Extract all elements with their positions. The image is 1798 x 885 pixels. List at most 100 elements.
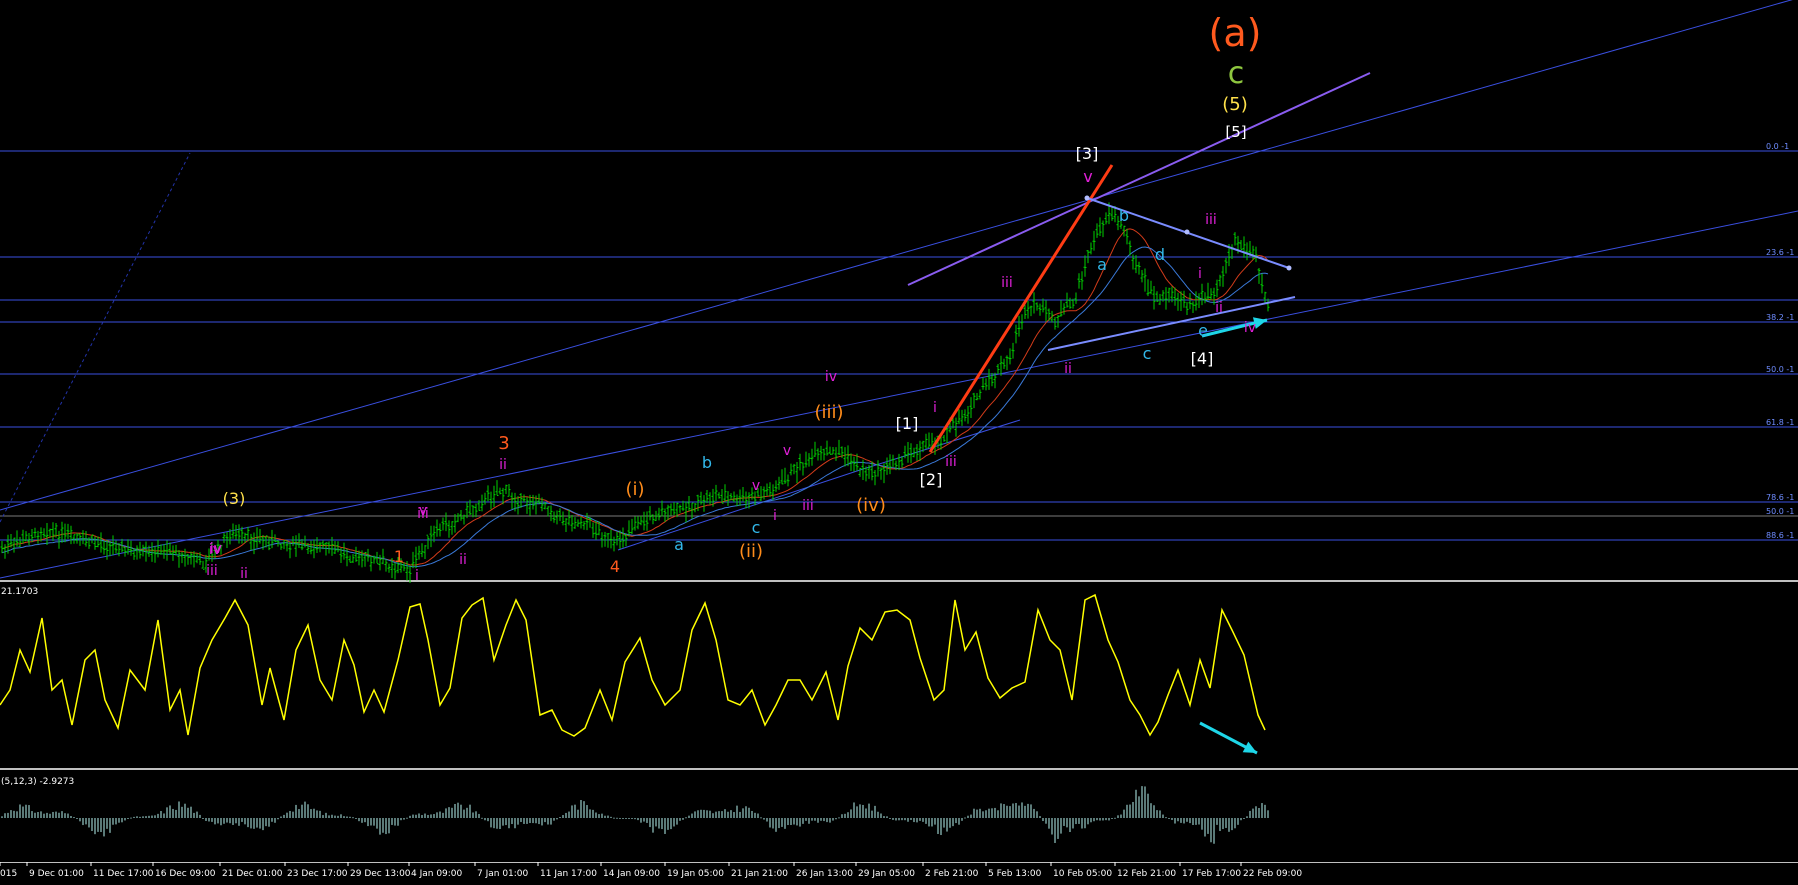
wave-label-magenta: iv (210, 541, 222, 557)
macd-bar (337, 815, 339, 818)
macd-bar (1231, 818, 1233, 831)
macd-bar (946, 818, 948, 832)
wave-label-magenta: ii (499, 457, 507, 473)
macd-bar (991, 808, 993, 818)
macd-bar (73, 817, 75, 819)
wave-label-magenta: v (752, 478, 760, 494)
macd-bar (1021, 802, 1023, 818)
macd-bar (55, 811, 57, 818)
macd-bar (283, 814, 285, 818)
macd-bar (679, 818, 681, 821)
drawings (907, 72, 1371, 755)
time-axis-label: 29 Dec 13:00 (350, 869, 411, 879)
macd-bar (46, 812, 48, 818)
macd-bar (1081, 818, 1083, 829)
macd-bar (781, 818, 783, 827)
macd-bar (412, 814, 414, 818)
wave-labels: (a)341c(5)(3)[5][3][1][2][4]viiiiiiiiiiv… (206, 11, 1261, 584)
macd-bar (748, 807, 750, 818)
macd-bar (115, 818, 117, 825)
macd-bar (703, 809, 705, 818)
macd-bar (985, 810, 987, 818)
macd-bar (709, 810, 711, 818)
macd-bar (1165, 817, 1167, 819)
macd-bar (82, 818, 84, 826)
macd-bar (370, 818, 372, 826)
wave-label-magenta: ii (240, 566, 248, 582)
macd-bar (1057, 818, 1059, 839)
time-axis-label: 7 Jan 01:00 (477, 869, 529, 879)
macd-bar (466, 807, 468, 818)
macd-bar (775, 818, 777, 832)
macd-bar (952, 818, 954, 827)
macd-bar (109, 818, 111, 833)
macd-bar (241, 818, 243, 822)
fib-level-label: 88.6 -1 (1766, 531, 1794, 540)
macd-bar (529, 818, 531, 824)
macd-bar (904, 818, 906, 821)
macd-bar (451, 807, 453, 818)
wave-label-magenta: iii (802, 498, 814, 514)
macd-bar (1138, 796, 1140, 818)
macd-bar (799, 818, 801, 827)
macd-bar (685, 817, 687, 819)
wave-label-cyan: c (1143, 344, 1152, 363)
macd-bar (973, 808, 975, 818)
wave-label-magenta: iii (1205, 212, 1217, 228)
macd-bar (346, 816, 348, 818)
macd-bar (487, 818, 489, 822)
macd-bar (280, 816, 282, 818)
macd-bar (838, 817, 840, 819)
macd-bar (886, 816, 888, 818)
macd-bar (1207, 818, 1209, 834)
macd-bar (814, 818, 816, 821)
time-axis-label: 015 (0, 869, 17, 879)
macd-bar (1159, 810, 1161, 818)
macd-bar (403, 818, 405, 820)
macd-bar (157, 813, 159, 818)
wave-label-red: 3 (498, 433, 509, 454)
macd-bar (1114, 817, 1116, 819)
wave-label-magenta: iii (417, 506, 429, 522)
macd-bar (1123, 809, 1125, 818)
macd-bar (160, 811, 162, 818)
macd-bar (1177, 818, 1179, 822)
macd-bar (199, 814, 201, 818)
macd-bar (949, 818, 951, 828)
macd-bar (316, 810, 318, 818)
panel-separator[interactable] (0, 768, 1798, 770)
macd-bar (1234, 818, 1236, 829)
macd-bar (544, 818, 546, 823)
macd-bar (457, 802, 459, 818)
macd-bar (220, 818, 222, 826)
macd-bar (958, 818, 960, 825)
macd-bar (391, 818, 393, 825)
macd-bar (964, 817, 966, 819)
macd-bar (361, 818, 363, 823)
macd-bar (91, 818, 93, 832)
macd-bar (808, 818, 810, 824)
macd-bar (1027, 803, 1029, 818)
macd-bar (538, 818, 540, 825)
macd-bar (118, 818, 120, 823)
macd-bar (310, 809, 312, 818)
macd-bar (733, 812, 735, 818)
macd-bar (97, 818, 99, 832)
macd-bar (562, 815, 564, 818)
macd-bar (1003, 804, 1005, 818)
panel-separator[interactable] (0, 580, 1798, 582)
macd-bar (520, 818, 522, 822)
macd-bar (1120, 814, 1122, 818)
macd-bar (778, 818, 780, 829)
macd-bar (172, 808, 174, 818)
time-axis-label: 23 Dec 17:00 (287, 869, 348, 879)
macd-bar (1132, 801, 1134, 818)
macd-bar (1066, 818, 1068, 828)
macd-bar (469, 804, 471, 818)
macd-bar (931, 818, 933, 827)
macd-bar (1153, 805, 1155, 818)
macd-bar (559, 817, 561, 819)
wave-label-orange: (iii) (814, 402, 843, 423)
macd-bar (871, 810, 873, 818)
